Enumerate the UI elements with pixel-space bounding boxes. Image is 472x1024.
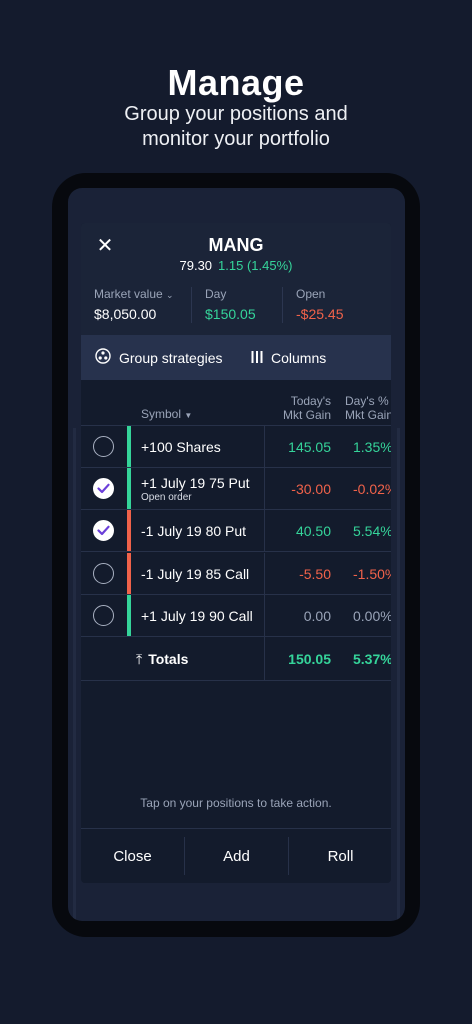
day-value: $150.05: [205, 306, 256, 322]
position-symbol-text: +1 July 19 75 Put: [141, 475, 250, 492]
position-symbol: -1 July 19 80 Put: [141, 523, 246, 539]
close-button[interactable]: Close: [113, 848, 152, 865]
table-row[interactable]: +100 Shares 145.05 1.35%: [81, 426, 391, 468]
hint-text: Tap on your positions to take action.: [140, 796, 332, 810]
totals-gain: 150.05: [288, 651, 331, 667]
columns-label: Columns: [271, 349, 327, 366]
day-pct-value: 0.00%: [353, 607, 391, 624]
collapse-up-icon: ⤒: [136, 651, 143, 667]
open-label: Open: [296, 287, 326, 301]
totals-pct: 5.37%: [353, 651, 391, 667]
group-strategies-button[interactable]: Group strategies: [95, 335, 223, 380]
close-icon[interactable]: ✕: [96, 235, 114, 257]
mkt-gain-value: -5.50: [299, 565, 331, 582]
market-value-stat[interactable]: Market value ⌄ $8,050.00: [94, 287, 174, 322]
market-value: $8,050.00: [94, 306, 157, 322]
sort-down-icon: ▼: [184, 411, 193, 420]
columns-icon: [251, 350, 263, 366]
column-divider: [264, 510, 265, 552]
checkbox[interactable]: [93, 562, 114, 584]
mkt-gain-column-header[interactable]: Today's Mkt Gain: [282, 394, 331, 422]
position-symbol-text: +100 Shares: [141, 439, 221, 455]
day-pct-column-header[interactable]: Day's % Mkt Gain: [345, 394, 391, 422]
table-header: Symbol ▼ Today's Mkt Gain Day's % Mkt Gain: [81, 380, 391, 426]
position-symbol-text: -1 July 19 85 Call: [141, 565, 250, 582]
position-symbol: +1 July 19 90 Call: [141, 608, 253, 624]
promo-subline: Group your positions and monitor your po…: [0, 102, 472, 152]
position-symbol: +1 July 19 75 Put Open order: [141, 475, 250, 503]
chevron-down-icon: ⌄: [166, 290, 174, 300]
day-label: Day: [205, 287, 227, 301]
background-divider: [73, 428, 76, 921]
day-pct-value: -0.02%: [353, 481, 391, 498]
price-line: 79.30 1.15 (1.45%): [81, 258, 391, 273]
background-divider: [397, 428, 400, 921]
position-symbol-text: -1 July 19 80 Put: [141, 523, 247, 540]
columns-button[interactable]: Columns: [251, 335, 326, 380]
open-stat: Open -$25.45: [296, 287, 343, 322]
footer-divider: [184, 837, 185, 875]
promo-subline-1: Group your positions and: [124, 103, 348, 125]
action-footer: Close Add Roll: [81, 828, 391, 883]
price: 79.30: [179, 258, 213, 273]
column-divider: [264, 637, 265, 680]
stat-divider: [191, 287, 192, 323]
symbol-column-header[interactable]: Symbol ▼: [141, 407, 193, 421]
checkbox[interactable]: [93, 604, 114, 626]
column-divider: [264, 552, 265, 594]
order-status: Open order: [141, 492, 192, 504]
price-change: 1.15 (1.45%): [218, 258, 293, 273]
promo-subline-2: monitor your portfolio: [142, 128, 330, 150]
add-button[interactable]: Add: [223, 848, 250, 865]
position-symbol: -1 July 19 85 Call: [141, 566, 249, 582]
column-divider: [264, 594, 265, 636]
mkt-gain-value: -30.00: [291, 481, 331, 498]
position-side-bar: [127, 426, 131, 467]
open-value: -$25.45: [296, 306, 344, 322]
symbol-title: MANG: [208, 235, 264, 255]
table-row[interactable]: +1 July 19 90 Call 0.00 0.00%: [81, 594, 391, 637]
position-side-bar: [127, 594, 131, 636]
check-icon: [97, 526, 110, 536]
totals-row: ⤒ Totals 150.05 5.37%: [81, 637, 391, 681]
position-side-bar: [127, 468, 131, 510]
position-symbol-text: +1 July 19 90 Call: [141, 607, 253, 624]
modal-header: ✕ MANG 79.30 1.15 (1.45%) Market value ⌄ …: [81, 223, 391, 335]
market-value-label: Market value ⌄: [94, 287, 174, 301]
checkbox-checked[interactable]: [93, 520, 114, 542]
table-row[interactable]: -1 July 19 85 Call -5.50 -1.50%: [81, 552, 391, 595]
mkt-gain-value: 0.00: [303, 607, 331, 624]
mkt-gain-value: 145.05: [288, 439, 331, 455]
check-icon: [97, 483, 110, 494]
day-pct-value: 5.54%: [353, 523, 391, 540]
footer-divider: [288, 837, 289, 875]
positions-modal: ✕ MANG 79.30 1.15 (1.45%) Market value ⌄ …: [81, 223, 391, 883]
group-icon: [95, 348, 111, 367]
checkbox[interactable]: [93, 436, 114, 457]
column-divider: [264, 468, 265, 510]
promo-headline: Manage: [167, 62, 305, 103]
mkt-gain-value: 40.50: [295, 523, 331, 540]
roll-button[interactable]: Roll: [327, 848, 354, 865]
table-row[interactable]: -1 July 19 80 Put 40.50 5.54%: [81, 510, 391, 553]
stat-divider: [282, 287, 283, 323]
day-pct-value: -1.50%: [353, 565, 391, 582]
group-strategies-label: Group strategies: [119, 349, 223, 366]
position-symbol: +100 Shares: [141, 439, 221, 455]
column-divider: [264, 426, 265, 467]
checkbox-checked[interactable]: [93, 478, 114, 500]
totals-label: ⤒ Totals: [136, 651, 189, 667]
day-stat: Day $150.05: [205, 287, 256, 322]
position-side-bar: [127, 552, 131, 594]
position-side-bar: [127, 510, 131, 552]
table-toolbar: Group strategies Columns: [81, 335, 391, 380]
day-pct-value: 1.35%: [353, 439, 391, 455]
